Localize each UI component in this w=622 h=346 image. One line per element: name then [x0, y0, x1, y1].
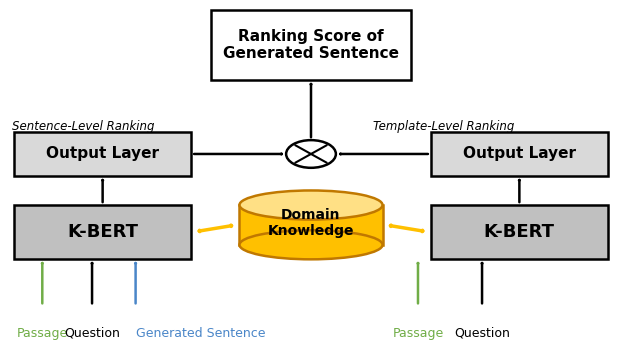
Text: Sentence-Level Ranking: Sentence-Level Ranking	[12, 120, 155, 133]
Text: Question: Question	[64, 327, 120, 340]
Text: Template-Level Ranking: Template-Level Ranking	[373, 120, 514, 133]
Bar	[239, 205, 383, 245]
Text: Output Layer: Output Layer	[463, 146, 576, 162]
Bar	[14, 205, 192, 259]
Bar	[430, 205, 608, 259]
Text: Generated Sentence: Generated Sentence	[136, 327, 265, 340]
Ellipse shape	[239, 190, 383, 220]
Text: Question: Question	[454, 327, 510, 340]
Circle shape	[286, 140, 336, 168]
Text: K-BERT: K-BERT	[67, 223, 138, 241]
Bar	[14, 132, 192, 175]
Bar	[430, 132, 608, 175]
Bar	[211, 10, 411, 80]
Text: K-BERT: K-BERT	[484, 223, 555, 241]
Ellipse shape	[239, 230, 383, 260]
Text: Domain
Knowledge: Domain Knowledge	[267, 208, 355, 238]
Text: Passage: Passage	[17, 327, 68, 340]
Text: Output Layer: Output Layer	[46, 146, 159, 162]
Text: Passage: Passage	[392, 327, 443, 340]
Text: Ranking Score of
Generated Sentence: Ranking Score of Generated Sentence	[223, 29, 399, 61]
